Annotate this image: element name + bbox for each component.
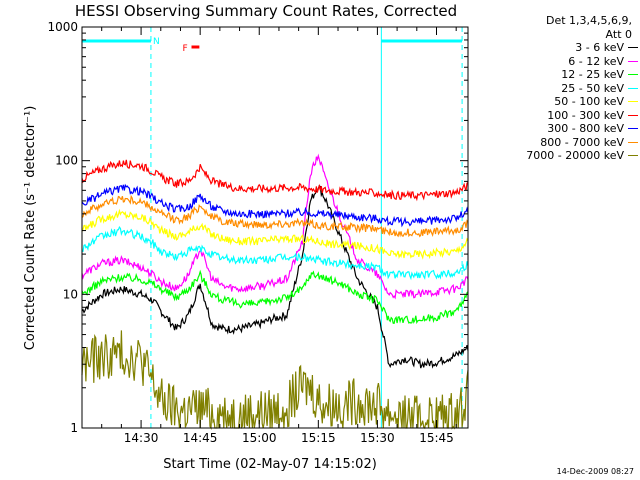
legend-entries: 3 - 6 keV 6 - 12 keV 12 - 25 keV 25 - 50 ke…: [478, 41, 638, 163]
legend-swatch: [628, 114, 638, 116]
legend-entry-7: 800 - 7000 keV: [478, 136, 638, 150]
series-line-3: [81, 226, 469, 281]
axes: 1 10 100 1000 14:30 14:45 15:00 15:15 15:30 15:45: [47, 20, 468, 445]
legend-label: 800 - 7000 keV: [540, 135, 624, 149]
legend-label: 3 - 6 keV: [575, 41, 624, 54]
legend-entry-3: 25 - 50 keV: [478, 82, 638, 96]
legend-swatch: [628, 74, 638, 76]
series-line-1: [81, 153, 469, 300]
x-tick-label-4: 15:30: [360, 431, 395, 445]
legend-swatch: [628, 141, 638, 143]
series-line-5: [81, 159, 469, 202]
y-tick-label-1: 10: [63, 287, 78, 301]
series-line-4: [81, 208, 469, 260]
legend-entry-4: 50 - 100 keV: [478, 95, 638, 109]
series-line-8: [81, 330, 469, 431]
plot-frame: [81, 26, 469, 429]
annotation-f: F: [183, 44, 188, 54]
series-line-7: [81, 194, 469, 238]
legend-title-line-2: Att 0: [605, 27, 632, 41]
series-line-0: [81, 184, 469, 369]
legend-label: 25 - 50 keV: [561, 81, 624, 95]
y-axis-label: Corrected Count Rate (s⁻¹ detector⁻¹): [23, 106, 38, 351]
legend-label: 7000 - 20000 keV: [526, 149, 624, 162]
y-tick-label-0: 1: [70, 421, 78, 435]
legend-swatch: [628, 101, 638, 103]
x-tick-label-0: 14:30: [124, 431, 159, 445]
legend-label: 300 - 800 keV: [547, 122, 624, 135]
legend-swatch: [628, 155, 638, 157]
legend-label: 100 - 300 keV: [547, 108, 624, 122]
chart-title: HESSI Observing Summary Count Rates, Cor…: [75, 2, 457, 20]
legend-swatch: [628, 60, 638, 62]
legend-label: 12 - 25 keV: [561, 68, 624, 81]
x-tick-label-2: 15:00: [242, 431, 277, 445]
legend-label: 6 - 12 keV: [568, 54, 624, 68]
legend-entry-8: 7000 - 20000 keV: [478, 149, 638, 163]
y-tick-label-2: 100: [55, 154, 78, 168]
x-tick-label-3: 15:15: [301, 431, 336, 445]
legend-entry-6: 300 - 800 keV: [478, 122, 638, 136]
legend-swatch: [628, 87, 638, 89]
x-tick-label-5: 15:45: [419, 431, 454, 445]
footer-timestamp: 14-Dec-2009 08:27: [556, 467, 634, 476]
legend-swatch: [628, 47, 638, 49]
x-tick-label-1: 14:45: [183, 431, 218, 445]
x-axis-label: Start Time (02-May-07 14:15:02): [163, 457, 377, 472]
annotation-n: N: [153, 37, 160, 47]
legend-entry-0: 3 - 6 keV: [478, 41, 638, 55]
plot-area: NF: [81, 27, 469, 431]
legend-entry-2: 12 - 25 keV: [478, 68, 638, 82]
legend-label: 50 - 100 keV: [554, 95, 624, 108]
series-line-6: [81, 183, 469, 228]
legend-entry-1: 6 - 12 keV: [478, 55, 638, 69]
y-tick-label-3: 1000: [47, 20, 78, 34]
legend: Det 1,3,4,5,6,9, Att 0 3 - 6 keV 6 - 12 k…: [478, 14, 638, 163]
legend-title-line-1: Det 1,3,4,5,6,9,: [545, 14, 632, 27]
legend-entry-5: 100 - 300 keV: [478, 109, 638, 123]
legend-swatch: [628, 128, 638, 130]
series-line-2: [81, 269, 469, 325]
